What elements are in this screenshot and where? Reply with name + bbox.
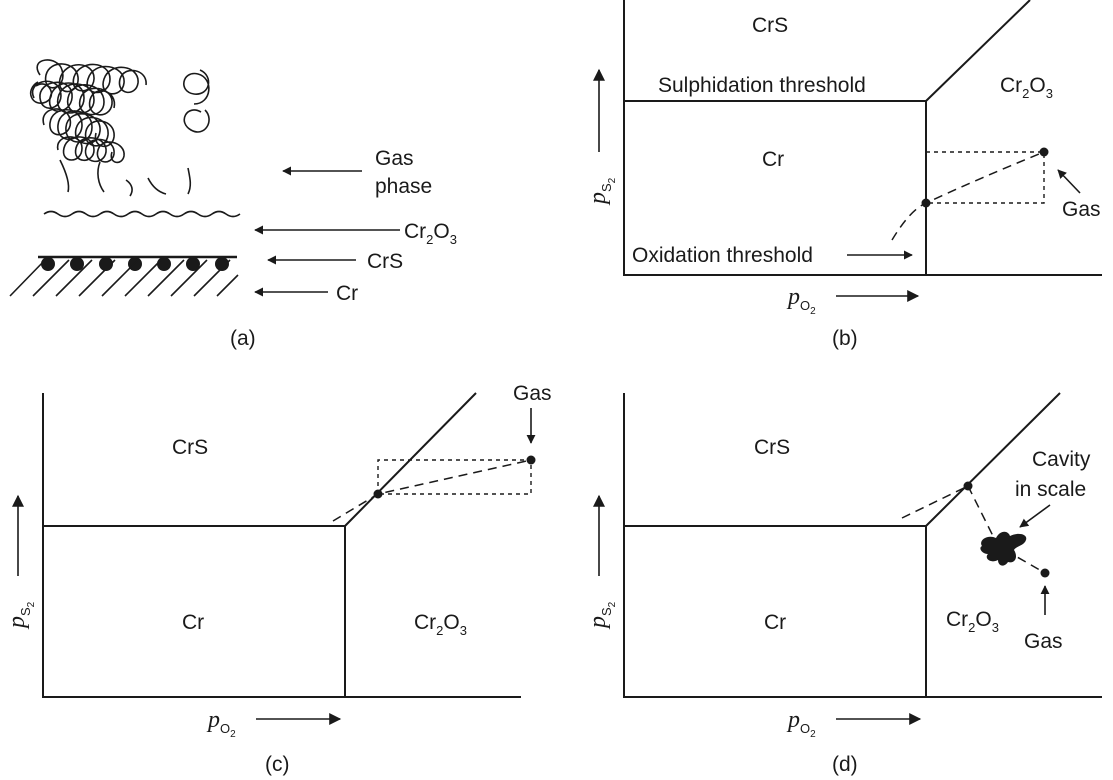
panel-b-axes xyxy=(623,0,1102,276)
cavity-blob xyxy=(980,531,1027,566)
sulphide-particles xyxy=(41,257,229,271)
panel-c-axes xyxy=(42,393,521,698)
crs-label-d: CrS xyxy=(754,436,790,459)
gas-label-d: Gas xyxy=(1024,630,1063,653)
panel-d: CrS Cr Cr2O3 Cavity in scale Gas pS2 pO2… xyxy=(585,392,1102,776)
cavity-label-line1: Cavity xyxy=(1032,448,1091,471)
cr-label-c: Cr xyxy=(182,611,204,634)
extension-dash-d xyxy=(901,485,969,519)
x-axis-label-c: pO2 xyxy=(206,707,236,740)
gas-composition-path-c xyxy=(332,459,532,522)
gas-molecules-scribble xyxy=(29,59,210,197)
panel-a-caption: (a) xyxy=(230,327,256,350)
gas-pointer-arrow-b xyxy=(1057,169,1081,194)
panel-b: CrS Cr2O3 Sulphidation threshold Cr Oxid… xyxy=(585,0,1102,350)
oxidation-threshold-label: Oxidation threshold xyxy=(632,244,813,267)
panel-d-caption: (d) xyxy=(832,753,858,776)
gas-composition-path-b xyxy=(891,151,1045,241)
cr2o3-label-d: Cr2O3 xyxy=(946,608,999,635)
x-axis-label-b: pO2 xyxy=(786,284,816,317)
gas-point-d xyxy=(1040,568,1050,578)
y-axis-label-b: pS2 xyxy=(585,177,618,206)
cr-label-d: Cr xyxy=(764,611,786,634)
cr-label-a: Cr xyxy=(336,282,358,305)
cr2o3-label-a: Cr2O3 xyxy=(404,220,457,247)
panel-c-caption: (c) xyxy=(265,753,290,776)
panel-d-axes xyxy=(623,393,1102,698)
crs-label-c: CrS xyxy=(172,436,208,459)
gas-phase-label-line1: Gas xyxy=(375,147,414,170)
panel-b-caption: (b) xyxy=(832,327,858,350)
oxide-layer-wave xyxy=(43,210,241,218)
y-axis-label-d: pS2 xyxy=(585,601,618,630)
cr2o3-label-c: Cr2O3 xyxy=(414,611,467,638)
intersection-point-d xyxy=(963,481,973,491)
crs-cr2o3-boundary-b xyxy=(925,0,1031,102)
gas-label-b: Gas xyxy=(1062,198,1101,221)
gas-phase-label-line2: phase xyxy=(375,175,432,198)
intersection-point-c xyxy=(373,489,383,499)
intersection-point-b xyxy=(921,198,931,208)
gas-rectangle-b xyxy=(926,151,1045,204)
metal-substrate-hatch xyxy=(9,259,239,297)
cr-label-b: Cr xyxy=(762,148,784,171)
cavity-pointer-arrow xyxy=(1019,504,1051,528)
panel-c: CrS Cr Cr2O3 Gas pS2 pO2 (c) xyxy=(4,382,552,776)
gas-point-c xyxy=(526,455,536,465)
gas-point-b xyxy=(1039,147,1049,157)
gas-label-c: Gas xyxy=(513,382,552,405)
crs-label-a: CrS xyxy=(367,250,403,273)
panel-a: Gas phase Cr2O3 CrS Cr (a) xyxy=(9,59,457,350)
crs-cr2o3-boundary-d xyxy=(925,392,1061,527)
x-axis-label-d: pO2 xyxy=(786,707,816,740)
y-axis-label-c: pS2 xyxy=(4,601,37,630)
cr2o3-label-b: Cr2O3 xyxy=(1000,74,1053,101)
crs-label-b: CrS xyxy=(752,14,788,37)
cavity-label-line2: in scale xyxy=(1015,478,1086,501)
sulphidation-threshold-label: Sulphidation threshold xyxy=(658,74,866,97)
